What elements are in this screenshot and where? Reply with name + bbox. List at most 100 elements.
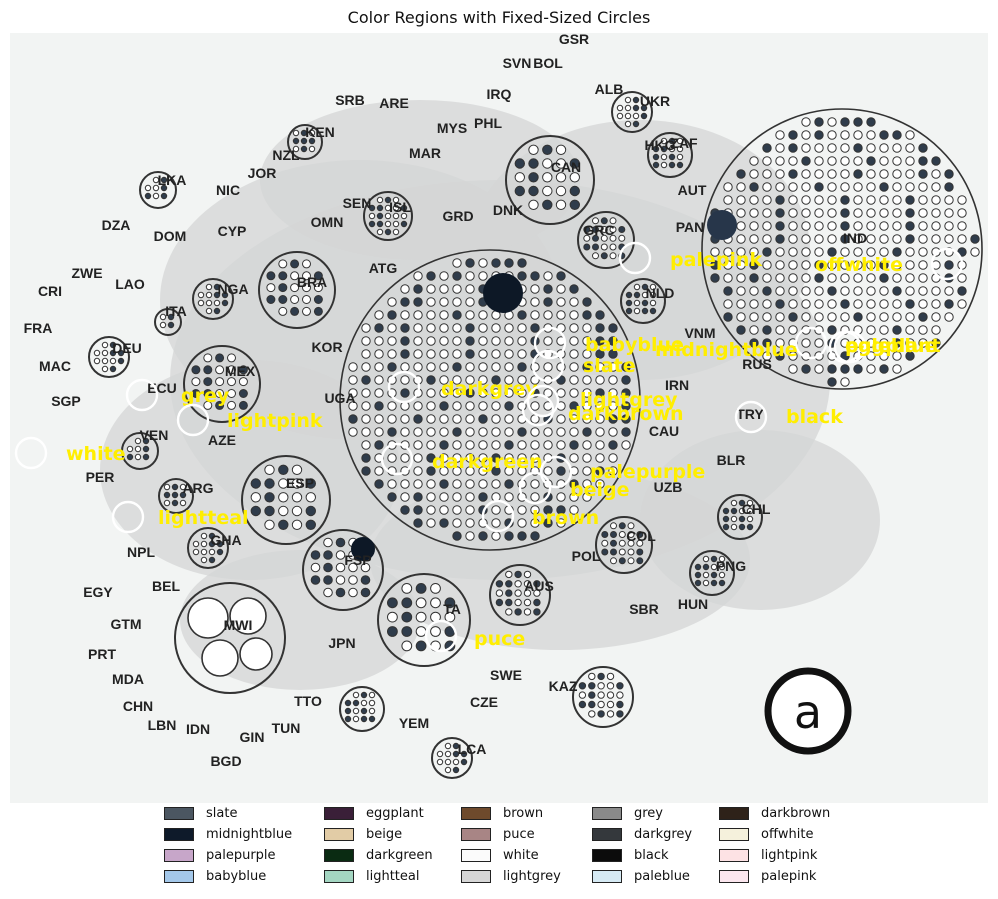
cluster-dot [413,453,423,463]
cluster-dot [944,221,954,231]
cluster-dot [582,388,592,398]
country-code-label: PNG [716,558,746,574]
cluster-dot [801,338,811,348]
cluster-dot [892,299,902,309]
cluster-dot [710,579,718,587]
cluster-dot [801,312,811,322]
cluster-dot [163,491,171,499]
cluster-dot [191,377,201,387]
cluster-dot [556,492,566,502]
cluster-dot [374,427,384,437]
cluster-circle [577,211,635,269]
country-code-label: ISL [389,199,411,215]
cluster-dot [101,349,109,357]
cluster-dot [413,518,423,528]
cluster-dot [530,518,540,528]
legend-swatch [324,806,354,820]
cluster-dot [944,208,954,218]
cluster-dot [278,283,288,293]
cluster-dot [749,299,759,309]
cluster-dot [556,440,566,450]
cluster-dot [504,466,514,476]
legend-item-darkbrown: darkbrown [719,803,830,823]
legend: slate midnightblue palepurple babyblue eggpl… [164,803,864,887]
legend-swatch [461,806,491,820]
cluster-dot [905,156,915,166]
cluster-dot [918,286,928,296]
cluster-dot [290,271,300,281]
cluster-dot [627,531,635,538]
cluster-dot [944,169,954,179]
legend-swatch [164,827,194,841]
cluster-dot [853,286,863,296]
cluster-dot [892,195,902,205]
cluster-dot [636,557,644,565]
cluster-dot [348,414,358,424]
cluster-dot [762,325,772,335]
cluster-dot [530,492,540,502]
country-code-label: IRN [665,377,689,393]
cluster-dot [444,750,452,758]
cluster-dot [957,195,967,205]
cluster-circle [183,345,261,423]
cluster-dot [167,313,175,321]
country-code-label: SWE [490,667,522,683]
cluster-dot [197,291,205,299]
cluster-dot [460,750,468,758]
cluster-dot [543,310,553,320]
cluster-dot [738,523,746,531]
cluster-dot [452,323,462,333]
cluster-dot [452,505,462,515]
cluster-dot [600,226,608,233]
cluster-dot [600,234,608,242]
cluster-dot [426,440,436,450]
cluster-dot [582,349,592,359]
cluster-dot [505,580,513,588]
cluster-dot [931,312,941,322]
cluster-dot [415,640,427,652]
cluster-dot [676,161,684,169]
cluster-dot [163,499,171,507]
cluster-dot [452,310,462,320]
cluster-dot [266,271,276,281]
legend-label: brown [503,805,544,821]
cluster-dot [801,221,811,231]
cluster-dot [827,286,837,296]
cluster-dot [504,401,514,411]
cluster-dot [452,742,460,750]
cluster-dot [556,297,566,307]
cluster-circle [572,666,634,728]
cluster-dot [413,323,423,333]
cluster-dot [702,579,710,587]
cluster-dot [569,453,579,463]
cluster-circle [339,686,385,732]
cluster-dot [452,750,460,758]
cluster-dot [543,297,553,307]
cluster-dot [762,286,772,296]
cluster-dot [633,307,641,315]
cluster-dot [426,297,436,307]
cluster-dot [660,145,668,153]
cluster-dot [413,284,423,294]
cluster-dot [866,325,876,335]
region-marker-black-label: black [786,406,843,428]
cluster-dot [374,414,384,424]
cluster-dot [610,531,617,538]
cluster-dot [578,700,587,709]
country-code-label: SBR [629,601,659,617]
country-code-label: SRB [335,92,365,108]
cluster-dot [736,273,746,283]
cluster-dot [517,310,527,320]
cluster-dot [588,710,596,718]
cluster-dot [413,466,423,476]
cluster-dot [788,286,798,296]
cluster-dot [504,388,514,398]
cluster-dot [608,375,618,385]
country-code-label: DNK [493,202,523,218]
cluster-dot [775,247,785,257]
cluster-dot [465,284,475,294]
cluster-dot [592,243,599,251]
cluster-dot [624,104,632,112]
cluster-dot [368,212,376,220]
cluster-dot [465,375,475,385]
